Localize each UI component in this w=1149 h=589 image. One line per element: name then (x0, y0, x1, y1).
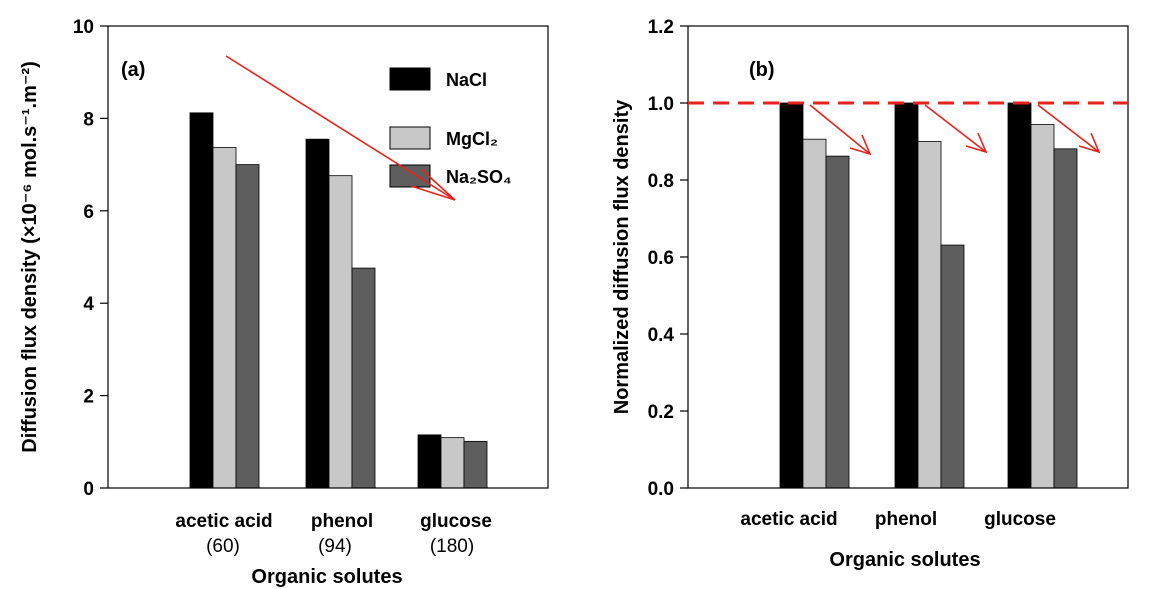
panel-b: 0.0 0.2 0.4 0.6 0.8 1.0 1.2 (b) acetic acid ph… (611, 17, 1129, 571)
panel-a-label: (a) (121, 59, 145, 81)
panel-a-bar-nacl (189, 112, 214, 489)
panel-b-x-axis-label: Organic solutes (829, 549, 980, 571)
legend-label-na2so4: Na₂SO₄ (446, 167, 512, 187)
panel-a-category-label: phenol (311, 511, 373, 532)
panel-b-y-tick-label: 0.2 (648, 402, 674, 423)
panel-a-y-tick-label: 6 (83, 202, 94, 223)
panel-b-bar-nacl (779, 102, 804, 489)
panel-a-category-sublabel: (180) (430, 536, 474, 557)
panel-b-y-tick-label: 0.8 (648, 171, 674, 192)
panel-b-bar-mgcl2 (1030, 124, 1055, 489)
panel-b-bars (779, 102, 1078, 489)
panel-a-bars (189, 112, 488, 489)
panel-b-category-label: phenol (875, 509, 937, 530)
panel-b-y-tick-label: 0.0 (648, 479, 674, 500)
panel-a-category-label: acetic acid (175, 511, 272, 532)
panel-a-bar-na2so4 (351, 267, 376, 489)
panel-b-y-tick-label: 1.0 (648, 94, 674, 115)
panel-a-y-tick-label: 10 (73, 17, 94, 38)
panel-a-bar-nacl (305, 138, 330, 489)
panel-a-plot-frame (107, 25, 549, 489)
panel-b-bar-nacl (1007, 102, 1032, 489)
panel-b-bar-nacl (894, 102, 919, 489)
panel-a-x-axis-label: Organic solutes (251, 566, 402, 588)
panel-a-category-label: glucose (420, 511, 492, 532)
panel-a-category-sublabel: (94) (318, 536, 352, 557)
legend-label-nacl: NaCl (446, 70, 487, 90)
panel-a-y-ticks: 0 2 4 6 8 10 (73, 17, 108, 500)
panel-a-bar-nacl (417, 434, 442, 489)
panel-b-bar-mgcl2 (917, 141, 942, 489)
panel-b-y-tick-label: 0.4 (648, 325, 675, 346)
panel-a-y-tick-label: 2 (83, 387, 94, 408)
panel-b-label: (b) (749, 59, 775, 81)
panel-a-bar-na2so4 (463, 440, 488, 489)
panel-b-y-tick-label: 0.6 (648, 248, 674, 269)
panel-a-bar-mgcl2 (328, 175, 353, 489)
panel-a-bar-mgcl2 (212, 147, 237, 489)
panel-a-bar-mgcl2 (440, 437, 465, 489)
legend-label-mgcl2: MgCl₂ (446, 129, 498, 149)
legend-swatch-mgcl2 (389, 126, 431, 150)
panel-a-bar-na2so4 (235, 164, 260, 489)
panel-a-y-tick-label: 8 (83, 109, 94, 130)
panel-a-y-axis-label: Diffusion flux density (×10⁻⁶ mol.s⁻¹.m⁻… (19, 61, 41, 452)
panel-a-y-tick-label: 4 (83, 294, 94, 315)
panel-b-category-label: glucose (984, 509, 1056, 530)
panel-b-y-tick-label: 1.2 (648, 17, 674, 38)
legend-swatch-nacl (389, 67, 431, 91)
panel-b-category-label: acetic acid (740, 509, 837, 530)
panel-b-bar-mgcl2 (802, 138, 827, 489)
panel-a-legend: NaCl MgCl₂ Na₂SO₄ (389, 67, 512, 188)
panel-a: 0 2 4 6 8 10 (a) acetic acid phenol glucose (… (19, 17, 549, 588)
panel-b-bar-na2so4 (825, 155, 850, 489)
panel-b-trend-arrows (809, 104, 1101, 156)
panel-a-category-sublabel: (60) (206, 536, 240, 557)
panel-a-trend-arrow (225, 55, 456, 201)
panel-a-y-tick-label: 0 (83, 479, 94, 500)
panel-b-bar-na2so4 (1053, 148, 1078, 489)
panel-b-y-ticks: 0.0 0.2 0.4 0.6 0.8 1.0 1.2 (648, 17, 688, 500)
panel-b-y-axis-label: Normalized diffusion flux density (611, 99, 633, 414)
legend-swatch-na2so4 (389, 164, 431, 188)
panel-b-bar-na2so4 (940, 244, 965, 489)
